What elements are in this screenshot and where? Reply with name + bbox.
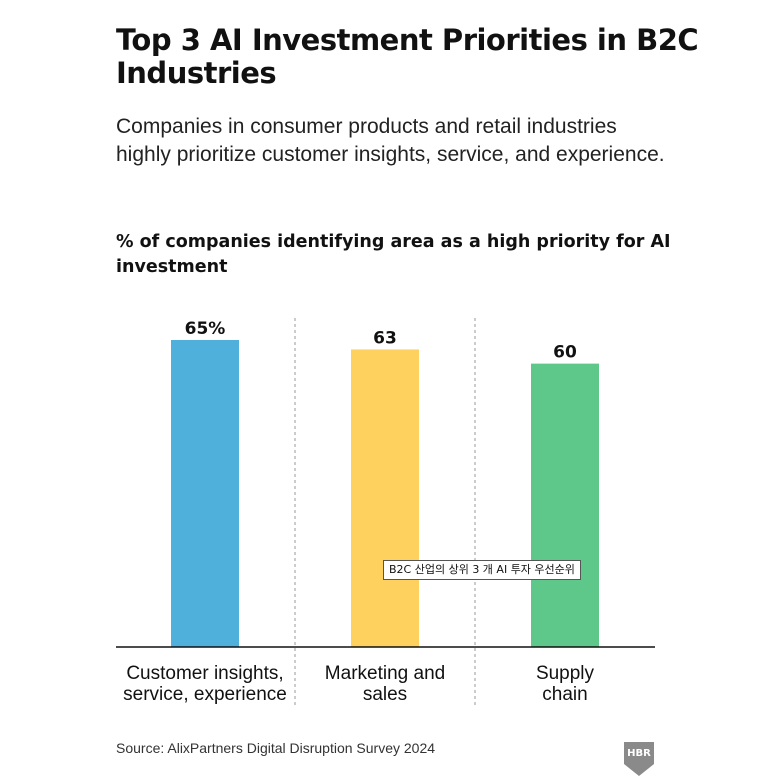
bar-value-label-2: 63: [373, 328, 397, 348]
category-label-1-line-2: service, experience: [123, 684, 287, 705]
bar-1: [171, 340, 239, 647]
category-label-2-line-1: Marketing and: [325, 663, 445, 684]
hbr-logo-icon: HBR: [624, 742, 654, 776]
category-label-1-line-1: Customer insights,: [126, 663, 283, 684]
bar-value-label-3: 60: [553, 343, 577, 363]
category-label-2-line-2: sales: [363, 684, 407, 705]
tooltip: B2C 산업의 상위 3 개 AI 투자 우선순위: [383, 560, 581, 580]
category-label-3-line-1: Supply: [536, 663, 595, 684]
chart-title: % of companies identifying area as a hig…: [116, 232, 671, 277]
bar-value-label-1: 65%: [185, 319, 226, 339]
bar-2: [351, 349, 419, 647]
category-label-3-line-2: chain: [542, 684, 587, 705]
svg-text:HBR: HBR: [627, 748, 651, 759]
source-note: Source: AlixPartners Digital Disruption …: [116, 740, 436, 756]
bar-3: [531, 363, 599, 647]
page-subtitle: Companies in consumer products and retai…: [116, 115, 665, 166]
page-title: Top 3 AI Investment Priorities in B2C In…: [116, 23, 699, 90]
